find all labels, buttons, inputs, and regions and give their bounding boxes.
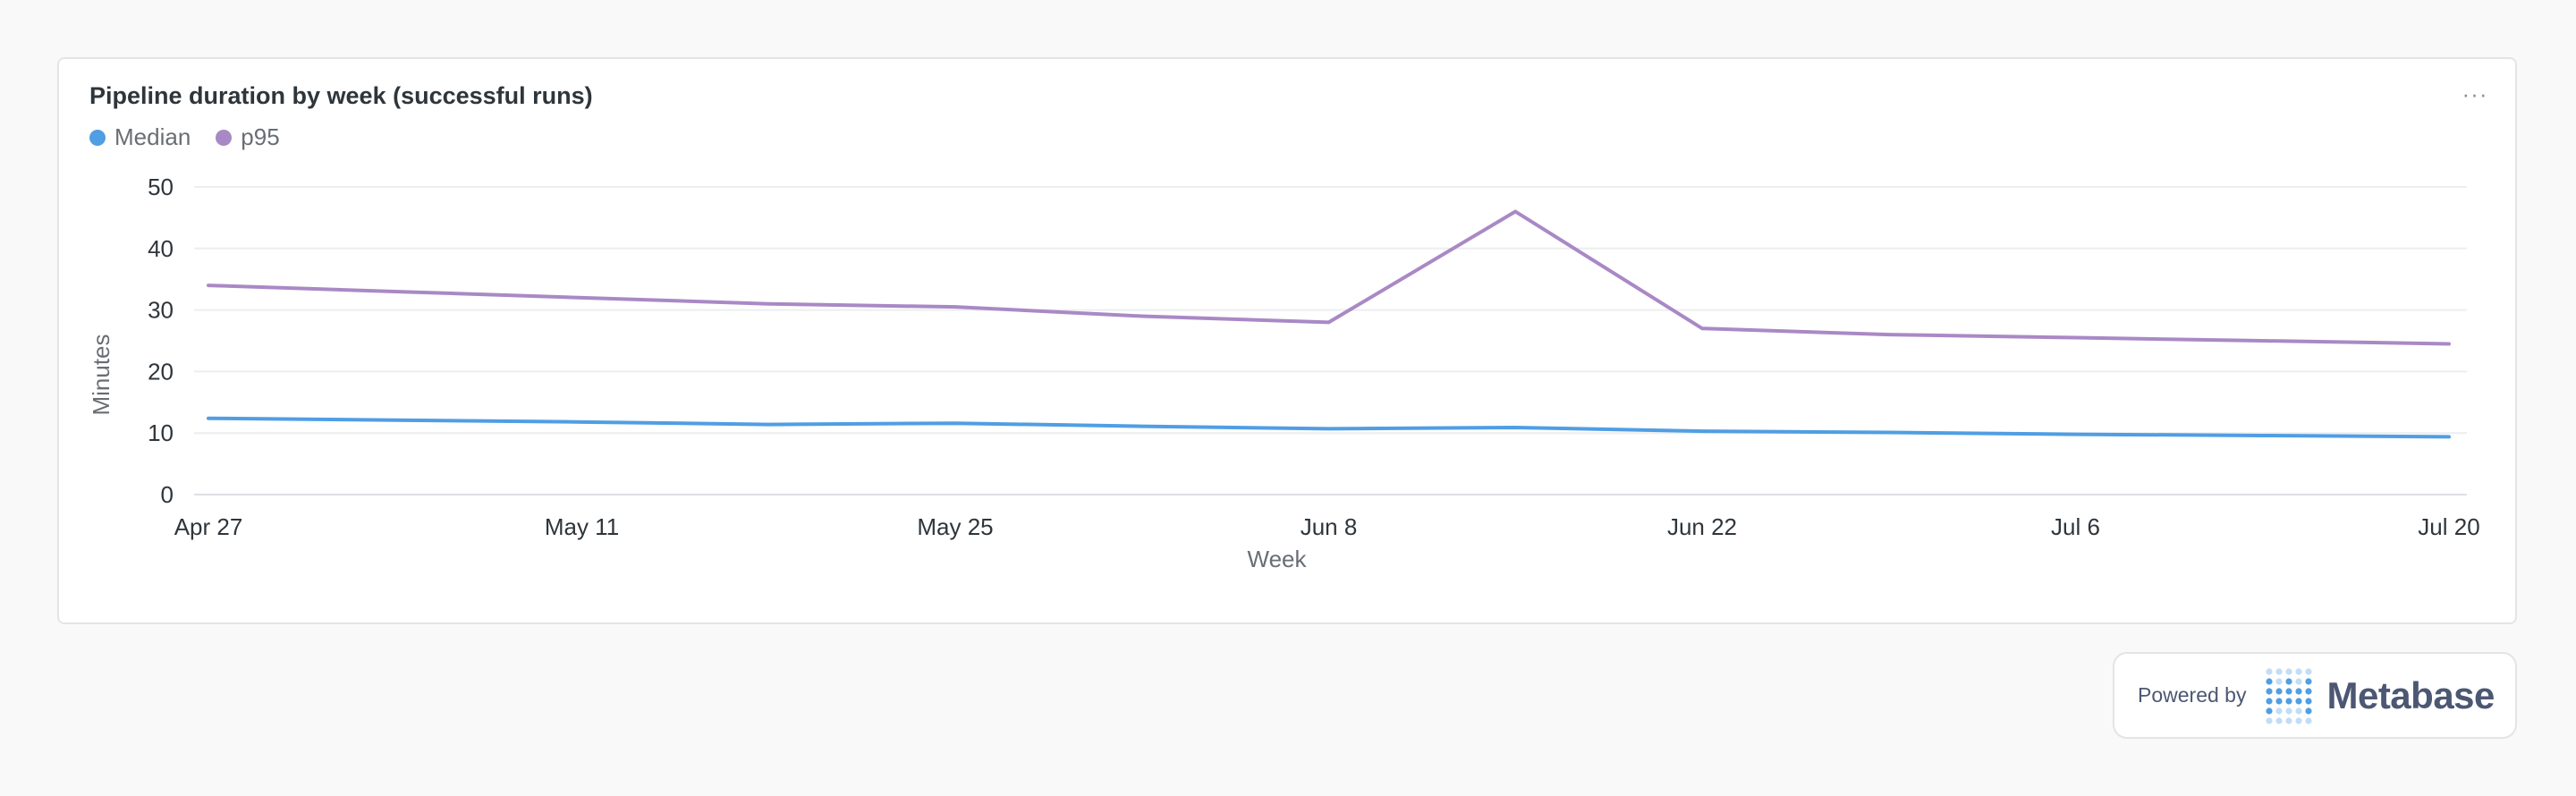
logo-dot (2285, 667, 2293, 675)
legend-label-p95: p95 (241, 123, 280, 150)
powered-by-text: Powered by (2138, 683, 2247, 707)
more-options-icon[interactable]: ··· (2462, 80, 2488, 107)
y-tick-label: 0 (161, 481, 174, 508)
logo-dot (2266, 707, 2274, 715)
brand-name: Metabase (2326, 673, 2495, 716)
x-tick-label: Apr 27 (174, 513, 243, 540)
logo-dot (2305, 716, 2313, 724)
x-tick-label: Jun 22 (1667, 513, 1737, 540)
logo-dot (2295, 667, 2303, 675)
logo-dot (2285, 707, 2293, 715)
y-axis-title: Minutes (88, 334, 114, 415)
series-line-median (207, 416, 2451, 439)
logo-dot (2275, 707, 2284, 715)
logo-dot (2295, 697, 2303, 705)
logo-dot (2305, 667, 2313, 675)
x-tick-label: Jul 20 (2418, 513, 2479, 540)
legend-item-median[interactable]: Median (89, 123, 191, 151)
x-tick-label: Jul 6 (2051, 513, 2100, 540)
logo-dot (2285, 677, 2293, 685)
logo-dot (2285, 716, 2293, 724)
y-tick-label: 20 (148, 358, 174, 385)
line-chart: 0 10 20 30 40 50 Apr 27 May 11 May 25 Jun 8 Jun 22… (88, 174, 2480, 572)
logo-dot (2285, 697, 2293, 705)
logo-dot (2305, 697, 2313, 705)
logo-dot (2266, 687, 2274, 695)
chart-legend: Median p95 (89, 123, 280, 151)
x-axis-title: Week (1248, 546, 1308, 572)
legend-label-median: Median (114, 123, 191, 150)
logo-dot (2266, 697, 2274, 705)
logo-dot (2275, 687, 2284, 695)
logo-dot (2266, 677, 2274, 685)
logo-dot (2295, 687, 2303, 695)
powered-by-badge[interactable]: Powered by Metabase (2113, 652, 2517, 739)
logo-dot (2275, 697, 2284, 705)
logo-dot (2305, 687, 2313, 695)
x-tick-label: Jun 8 (1301, 513, 1358, 540)
y-tick-label: 10 (148, 419, 174, 446)
chart-title: Pipeline duration by week (successful ru… (89, 82, 593, 109)
legend-dot-median (89, 129, 106, 146)
x-tick-label: May 25 (917, 513, 993, 540)
y-tick-label: 30 (148, 297, 174, 324)
logo-dot (2266, 667, 2274, 675)
chart-card: Pipeline duration by week (successful ru… (57, 57, 2517, 624)
logo-dot (2275, 716, 2284, 724)
metabase-logo: Metabase (2264, 667, 2495, 724)
logo-dot (2295, 707, 2303, 715)
logo-dot (2266, 716, 2274, 724)
legend-dot-p95 (216, 129, 233, 146)
logo-dot (2275, 667, 2284, 675)
metabase-logo-icon (2266, 667, 2313, 724)
logo-dot (2305, 677, 2313, 685)
series-line-p95 (207, 209, 2451, 346)
x-tick-label: May 11 (545, 513, 619, 540)
y-tick-label: 50 (148, 174, 174, 200)
y-tick-label: 40 (148, 235, 174, 262)
logo-dot (2275, 677, 2284, 685)
logo-dot (2295, 677, 2303, 685)
logo-dot (2295, 716, 2303, 724)
legend-item-p95[interactable]: p95 (216, 123, 280, 151)
logo-dot (2305, 707, 2313, 715)
logo-dot (2285, 687, 2293, 695)
